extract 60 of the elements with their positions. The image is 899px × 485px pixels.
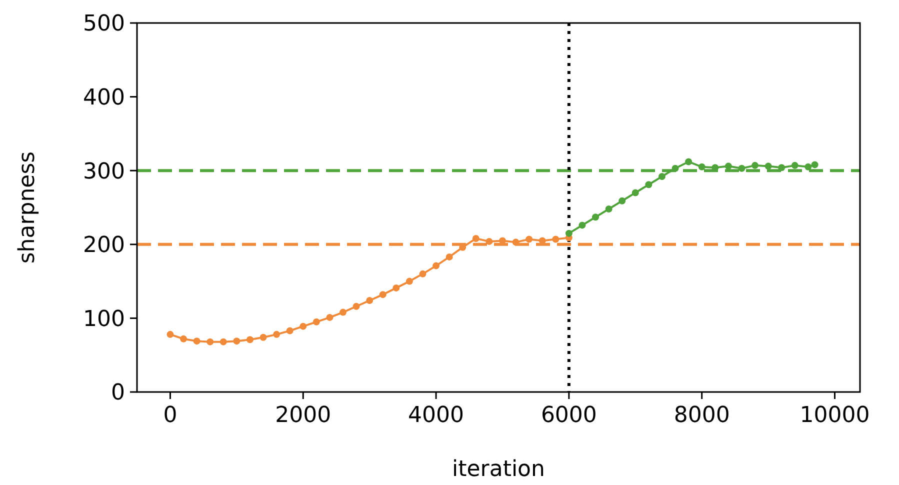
point	[552, 236, 560, 243]
point	[526, 236, 533, 243]
point	[300, 322, 307, 330]
point	[206, 338, 214, 346]
point	[578, 222, 586, 229]
point	[352, 302, 360, 310]
point	[791, 162, 798, 169]
point	[764, 162, 772, 170]
point	[672, 164, 679, 172]
point	[233, 338, 240, 345]
point	[565, 230, 572, 237]
y-axis-title: sharpness	[15, 151, 40, 264]
point	[419, 270, 426, 278]
point	[312, 318, 320, 326]
point	[326, 314, 334, 321]
point	[752, 162, 759, 169]
point	[811, 161, 818, 168]
x-tick-label: 0	[163, 403, 178, 428]
point	[180, 335, 188, 342]
point	[512, 238, 520, 246]
point	[432, 262, 440, 270]
y-tick-label: 300	[83, 159, 125, 184]
point	[592, 214, 600, 221]
point	[472, 234, 480, 242]
point	[260, 334, 267, 341]
y-tick-label: 400	[83, 86, 125, 110]
point	[778, 164, 786, 172]
point	[724, 162, 732, 170]
y-tick-label: 200	[83, 233, 125, 258]
point	[486, 238, 493, 245]
y-tick-label: 100	[83, 306, 125, 332]
x-tick-label: 6000	[540, 403, 597, 428]
point	[193, 338, 200, 345]
point	[406, 278, 413, 285]
point	[286, 327, 294, 334]
point	[446, 253, 453, 260]
point	[379, 291, 386, 298]
x-axis-title: iteration	[452, 457, 545, 482]
point	[645, 181, 652, 188]
point	[605, 205, 612, 212]
point	[632, 189, 639, 196]
point	[618, 197, 626, 204]
x-tick-label: 10000	[800, 403, 870, 428]
point	[366, 296, 374, 304]
x-tick-label: 4000	[408, 403, 464, 428]
point	[392, 284, 400, 292]
x-tick-label: 2000	[275, 403, 332, 428]
point	[685, 158, 692, 166]
point	[273, 330, 280, 338]
point	[246, 336, 254, 344]
y-tick-label: 0	[111, 380, 125, 406]
point	[166, 330, 174, 338]
x-tick-label: 8000	[674, 403, 730, 428]
point	[340, 308, 346, 316]
point	[698, 163, 706, 170]
point	[738, 164, 746, 172]
point	[658, 173, 666, 180]
point	[220, 338, 227, 346]
point	[804, 163, 812, 170]
y-tick-label: 500	[83, 12, 125, 37]
